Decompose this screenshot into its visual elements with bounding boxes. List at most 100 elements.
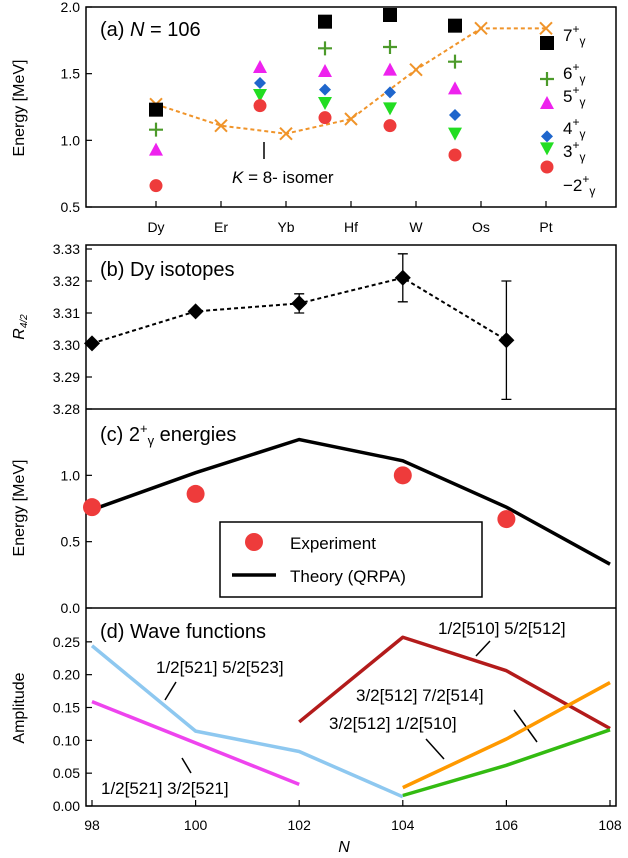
legend-theory-label: Theory (QRPA) <box>290 567 406 586</box>
marker-5gamma <box>540 96 554 109</box>
isomer-label: K = 8- isomer <box>232 168 334 187</box>
marker-4gamma <box>449 109 461 121</box>
marker-6gamma <box>383 40 397 54</box>
marker-6gamma <box>318 41 332 56</box>
panel-d-ytick-label: 0.20 <box>53 667 80 683</box>
panel-d: (d) Wave functions Amplitude N 1/2[521] … <box>11 619 622 856</box>
panel-b-ytick-label: 3.29 <box>53 369 80 385</box>
marker-2gamma <box>318 111 332 125</box>
dy-ratio-marker <box>84 335 100 352</box>
isomer-marker <box>279 126 293 141</box>
marker-3gamma <box>318 97 332 110</box>
panel-b: (b) Dy isotopes R4/2 3.28 3.29 3.30 3.31 3.3… <box>11 241 515 417</box>
legend-experiment-label: Experiment <box>290 534 376 553</box>
panel-c-title: (c) 2+γ energies <box>100 421 236 448</box>
marker-7gamma <box>318 14 332 29</box>
marker-2gamma <box>383 119 397 133</box>
panel-d-ytick-label: 0.10 <box>53 732 80 748</box>
marker-6gamma <box>448 54 462 69</box>
panel-d-xtick-label: 108 <box>598 817 622 833</box>
wf-line-3251272514 <box>402 681 611 790</box>
panel-d-ytick-label: 0.00 <box>53 798 80 814</box>
dy-ratio-marker <box>498 332 515 349</box>
panel-d-xtick-label: 104 <box>391 817 415 833</box>
panel-d-ytick-label: 0.25 <box>53 634 80 650</box>
legend-experiment-marker <box>245 533 263 551</box>
legend-label-7gamma: 7+γ <box>563 22 585 48</box>
panel-a-xtick-label: Pt <box>539 219 552 235</box>
wf-line-3251212510 <box>402 728 611 798</box>
wf-label-521-523: 1/2[521] 5/2[523] <box>156 658 284 677</box>
panel-d-ylabel: Amplitude <box>11 672 28 743</box>
marker-4gamma <box>319 83 331 96</box>
isomer-marker <box>344 112 358 126</box>
wf-pointer-512-510 <box>425 738 445 760</box>
panel-a-xtick-label: Dy <box>147 219 164 235</box>
wf-label-521-521: 1/2[521] 3/2[521] <box>101 779 229 798</box>
panel-a-ylabel: Energy [MeV] <box>11 60 28 157</box>
dy-ratio-marker <box>394 269 411 286</box>
panel-c-ylabel: Energy [MeV] <box>11 460 28 557</box>
marker-4gamma <box>384 86 396 99</box>
panel-c-ytick-label: 1.0 <box>61 467 81 483</box>
panel-d-xtick-label: 106 <box>495 817 519 833</box>
panel-a-ytick-label: 1.0 <box>61 132 81 148</box>
legend-label-3gamma: 3+γ <box>563 138 585 164</box>
marker-4gamma <box>541 130 553 143</box>
marker-5gamma <box>383 62 397 76</box>
marker-6gamma <box>540 72 554 86</box>
wf-pointer-521-521 <box>181 757 192 774</box>
dy-ratio-marker <box>187 303 204 320</box>
panel-d-ytick-label: 0.15 <box>53 700 80 716</box>
panel-c-ytick-label: 0.5 <box>61 534 81 550</box>
marker-7gamma <box>149 102 163 117</box>
panel-b-ytick-label: 3.28 <box>53 401 80 417</box>
wf-label-510-512: 1/2[510] 5/2[512] <box>438 619 566 638</box>
marker-3gamma <box>383 102 397 116</box>
panel-c-ytick-label: 0.0 <box>61 600 81 616</box>
panel-a-ytick-label: 1.5 <box>61 66 81 82</box>
panel-a-title: (a) N = 106 <box>100 19 201 41</box>
panel-d-title: (d) Wave functions <box>100 621 266 643</box>
panel-a-xtick-label: Er <box>214 219 228 235</box>
panel-b-ytick-label: 3.33 <box>53 241 80 257</box>
theory-qrpa-line <box>91 437 611 566</box>
dy-ratio-marker <box>291 295 308 312</box>
wf-label-512-510: 3/2[512] 1/2[510] <box>329 714 457 733</box>
marker-5gamma <box>318 64 332 77</box>
marker-3gamma <box>540 142 554 156</box>
marker-6gamma <box>149 122 163 137</box>
panel-b-ytick-label: 3.30 <box>53 337 80 353</box>
marker-7gamma <box>383 8 397 22</box>
legend-label-2gamma: −2+γ <box>563 172 595 198</box>
experiment-marker <box>83 498 101 517</box>
panel-a-xtick-label: Hf <box>344 219 358 235</box>
panel-b-ylabel: R4/2 <box>11 314 30 340</box>
panel-a-xtick-label: Os <box>472 219 490 235</box>
legend-label-6gamma: 6+γ <box>563 60 585 86</box>
panel-d-xtick-label: 102 <box>288 817 312 833</box>
experiment-marker <box>393 466 412 485</box>
marker-4gamma <box>254 77 266 89</box>
experiment-marker <box>186 484 205 503</box>
marker-7gamma <box>448 18 462 33</box>
panel-a-ytick-label: 0.5 <box>61 199 81 215</box>
wf-line-1252132521 <box>91 699 300 786</box>
marker-2gamma <box>149 179 163 193</box>
wf-label-512-514: 3/2[512] 7/2[514] <box>356 686 484 705</box>
isomer-marker <box>409 62 423 77</box>
marker-2gamma <box>253 99 267 113</box>
panel-a: (a) N = 106 Energy [MeV] K = 8- isomer 0… <box>11 0 595 235</box>
panel-b-title: (b) Dy isotopes <box>100 259 235 281</box>
isomer-marker <box>474 21 488 36</box>
marker-3gamma <box>448 127 462 141</box>
panel-d-ytick-label: 0.05 <box>53 765 80 781</box>
legend-label-4gamma: 4+γ <box>563 115 585 141</box>
wf-pointer-510-512 <box>475 640 491 657</box>
panel-b-ytick-label: 3.31 <box>53 305 80 321</box>
marker-3gamma <box>253 89 267 102</box>
marker-2gamma <box>448 148 462 162</box>
panel-d-xtick-label: 98 <box>84 817 100 833</box>
wf-line-1252152523 <box>90 644 404 799</box>
